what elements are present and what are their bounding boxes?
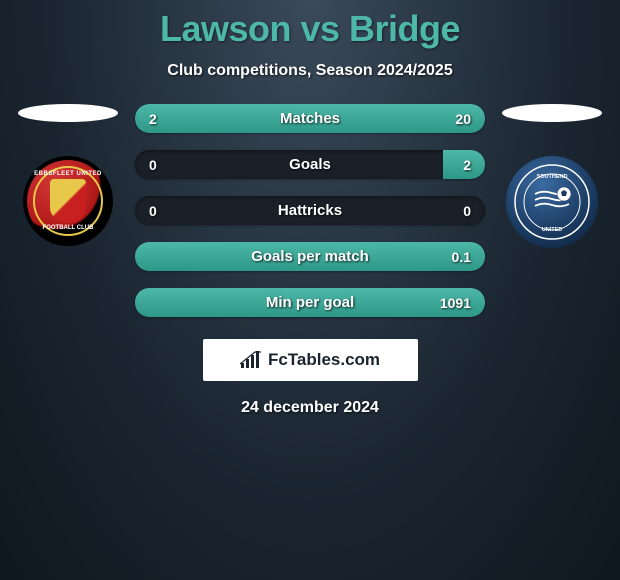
comparison-area: EBBSFLEET UNITED FOOTBALL CLUB 2Matches2…: [0, 104, 620, 317]
stat-row: 2Matches20: [135, 104, 485, 133]
stats-bars: 2Matches200Goals20Hattricks0Goals per ma…: [135, 104, 485, 317]
svg-text:UNITED: UNITED: [542, 227, 563, 233]
page-title: Lawson vs Bridge: [160, 8, 460, 50]
club-crest-icon: SOUTHEND UNITED: [514, 164, 590, 240]
stat-row: 0Goals2: [135, 150, 485, 179]
stat-right-value: 1091: [440, 288, 471, 317]
badge-bottom-text: FOOTBALL CLUB: [43, 225, 94, 231]
page-subtitle: Club competitions, Season 2024/2025: [167, 62, 452, 80]
left-player-col: EBBSFLEET UNITED FOOTBALL CLUB: [13, 104, 123, 246]
stat-label: Goals: [135, 150, 485, 179]
left-club-badge: EBBSFLEET UNITED FOOTBALL CLUB: [23, 156, 113, 246]
svg-text:SOUTHEND: SOUTHEND: [537, 174, 568, 180]
shield-icon: [50, 179, 86, 223]
brand-label: FcTables.com: [268, 350, 380, 370]
right-club-badge: SOUTHEND UNITED: [506, 156, 598, 248]
footer-date: 24 december 2024: [241, 399, 379, 417]
stat-row: Goals per match0.1: [135, 242, 485, 271]
stat-label: Matches: [135, 104, 485, 133]
stat-row: 0Hattricks0: [135, 196, 485, 225]
right-player-col: SOUTHEND UNITED: [497, 104, 607, 248]
stat-label: Hattricks: [135, 196, 485, 225]
stat-right-value: 2: [463, 150, 471, 179]
stat-label: Min per goal: [135, 288, 485, 317]
stat-label: Goals per match: [135, 242, 485, 271]
brand-link[interactable]: FcTables.com: [203, 339, 418, 381]
stat-right-value: 20: [455, 104, 471, 133]
stat-row: Min per goal1091: [135, 288, 485, 317]
left-player-name-pill: [18, 104, 118, 122]
badge-top-text: EBBSFLEET UNITED: [34, 171, 102, 177]
right-player-name-pill: [502, 104, 602, 122]
stat-right-value: 0.1: [452, 242, 471, 271]
stat-right-value: 0: [463, 196, 471, 225]
bar-chart-icon: [240, 351, 262, 369]
